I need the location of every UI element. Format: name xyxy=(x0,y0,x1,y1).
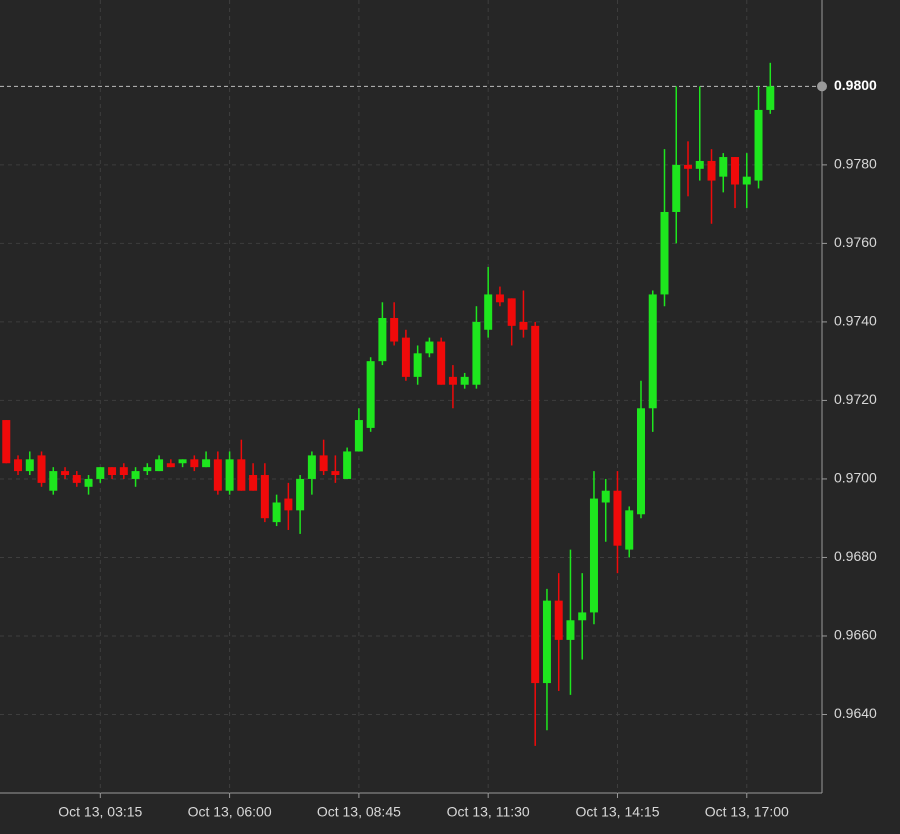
y-tick-label: 0.9680 xyxy=(834,548,877,564)
candle-body xyxy=(166,463,175,468)
candle-body xyxy=(272,502,281,523)
candle-body xyxy=(225,459,234,491)
candle-body xyxy=(601,490,610,503)
x-tick-label: Oct 13, 17:00 xyxy=(705,804,789,820)
candle-body xyxy=(578,612,587,621)
candle-body xyxy=(589,498,598,613)
candle-body xyxy=(519,321,528,330)
candle-body xyxy=(707,160,716,181)
candle-body xyxy=(84,478,93,487)
y-tick-label: 0.9660 xyxy=(834,627,877,643)
candle-body xyxy=(378,317,387,362)
candle-body xyxy=(731,157,740,185)
candle-body xyxy=(284,498,293,511)
candle-body xyxy=(448,376,457,385)
y-tick-label: 0.9760 xyxy=(834,234,877,250)
candle-body xyxy=(202,459,211,468)
candle-body xyxy=(554,600,563,640)
y-tick-label: 0.9700 xyxy=(834,470,877,486)
candle-body xyxy=(625,510,634,550)
candle-body xyxy=(249,475,258,491)
candle-body xyxy=(72,475,81,483)
candle-body xyxy=(178,459,187,464)
x-tick-label: Oct 13, 06:00 xyxy=(188,804,272,820)
candle-body xyxy=(742,176,751,185)
candle-body xyxy=(131,471,140,479)
candle-body xyxy=(437,341,446,385)
candle-body xyxy=(766,86,775,110)
candle-body xyxy=(613,490,622,546)
candle-body xyxy=(143,467,152,472)
candle-body xyxy=(96,467,105,479)
candle-body xyxy=(307,455,316,479)
candle-body xyxy=(190,459,199,468)
candle-body xyxy=(648,294,657,409)
candle-body xyxy=(754,109,763,181)
x-tick-label: Oct 13, 11:30 xyxy=(447,804,530,820)
candle-body xyxy=(484,294,493,330)
candle-body xyxy=(25,459,34,472)
candle-body xyxy=(636,408,645,515)
x-tick-label: Oct 13, 08:45 xyxy=(317,804,401,820)
candle-body xyxy=(119,467,128,476)
candle-body xyxy=(49,471,58,491)
candle-body xyxy=(331,471,340,476)
candle-body xyxy=(213,459,222,491)
candle-body xyxy=(2,420,11,464)
candle-body xyxy=(460,376,469,385)
candle-body xyxy=(566,620,575,640)
candle-body xyxy=(695,160,704,169)
candle-body xyxy=(260,475,269,519)
candle-body xyxy=(413,353,422,377)
candle-body xyxy=(14,459,23,472)
candle-body xyxy=(495,294,504,303)
price-marker xyxy=(817,81,827,92)
y-tick-label: 0.9720 xyxy=(834,391,877,407)
candle-body xyxy=(108,467,117,476)
candle-body xyxy=(542,600,551,684)
candle-body xyxy=(343,451,352,479)
candle-body xyxy=(401,337,410,377)
candle-body xyxy=(719,157,728,177)
candle-body xyxy=(319,455,328,472)
price-label: 0.9800 xyxy=(834,77,877,93)
y-tick-label: 0.9780 xyxy=(834,156,877,172)
candle-body xyxy=(390,317,399,342)
candle-body xyxy=(37,455,46,483)
y-tick-label: 0.9640 xyxy=(834,705,877,721)
candle-body xyxy=(672,164,681,212)
candle-body xyxy=(425,341,434,354)
candle-body xyxy=(660,211,669,295)
x-tick-label: Oct 13, 03:15 xyxy=(58,804,142,820)
candle-body xyxy=(354,420,363,452)
candle-body xyxy=(155,459,164,472)
candle-body xyxy=(366,361,375,428)
y-tick-label: 0.9740 xyxy=(834,313,877,329)
x-tick-label: Oct 13, 14:15 xyxy=(575,804,659,820)
candle-body xyxy=(472,321,481,385)
candle-body xyxy=(684,164,693,169)
candle-body xyxy=(507,298,516,326)
candle-body xyxy=(296,478,305,511)
candle-body xyxy=(237,459,246,491)
candle-body xyxy=(61,471,70,476)
candle-body xyxy=(531,325,540,684)
